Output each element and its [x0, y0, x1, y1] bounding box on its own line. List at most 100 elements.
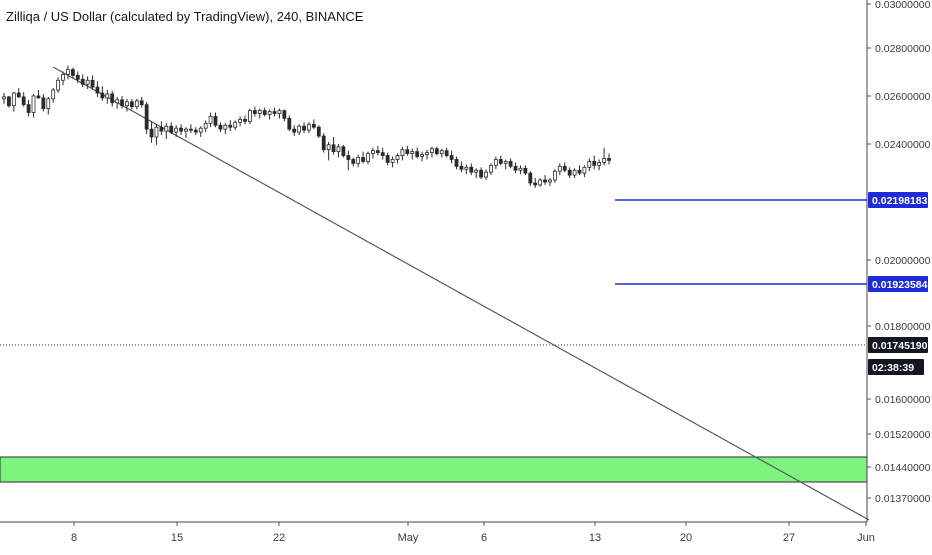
- candle-up: [184, 128, 188, 132]
- candle-up: [115, 99, 120, 104]
- y-tick-label: 0.02400000: [875, 139, 931, 151]
- candle-down: [139, 100, 144, 106]
- candle-up: [439, 150, 444, 155]
- candle-up: [518, 167, 523, 171]
- candle-down: [70, 69, 75, 76]
- candle-down: [498, 159, 503, 164]
- candle-down: [218, 124, 223, 130]
- candle-down: [459, 165, 464, 170]
- candle-up: [46, 98, 51, 110]
- level-price-tag: [868, 192, 928, 208]
- candle-up: [548, 179, 552, 183]
- candle-down: [75, 74, 80, 80]
- level-price-tag: [868, 276, 928, 292]
- candle-down: [405, 149, 410, 155]
- candle-up: [125, 101, 129, 107]
- candle-down: [375, 150, 380, 154]
- candle-down: [193, 129, 198, 133]
- candle-down: [80, 78, 85, 85]
- y-tick-label: 0.01440000: [875, 462, 931, 474]
- candle-down: [567, 169, 572, 176]
- y-tick-label: 0.02600000: [875, 91, 931, 103]
- y-tick-label: 0.01520000: [875, 429, 931, 441]
- candle-down: [513, 165, 518, 171]
- candle-up: [390, 159, 395, 163]
- candle-up: [223, 124, 228, 130]
- candle-up: [85, 79, 90, 85]
- price-tag-label: 02:38:39: [872, 362, 914, 374]
- candle-down: [169, 125, 174, 133]
- candle-down: [262, 110, 267, 115]
- candle-down: [282, 110, 287, 119]
- price-axis: 0.03000000 0.02800000 0.02600000 0.02400000…: [867, 0, 931, 505]
- candle-down: [415, 151, 420, 157]
- y-tick-label: 0.01370000: [875, 493, 931, 505]
- candle-up: [430, 148, 434, 154]
- candle-down: [331, 144, 336, 153]
- candle-down: [16, 92, 21, 98]
- candle-down: [144, 104, 149, 130]
- candle-down: [292, 128, 297, 133]
- candle-up: [203, 122, 208, 129]
- candle-down: [533, 182, 538, 186]
- candle-up: [538, 179, 543, 186]
- candle-down: [41, 97, 46, 110]
- x-tick-label: Jun: [857, 532, 875, 544]
- price-tags: 0.02198183 0.01923584 0.01745190 02:38:39: [868, 192, 928, 375]
- candle-down: [149, 128, 154, 138]
- x-tick-label: 22: [273, 532, 285, 544]
- candle-down: [287, 118, 292, 130]
- candle-up: [489, 164, 493, 173]
- x-tick-label: 8: [71, 532, 77, 544]
- last-price-tag: [868, 337, 928, 353]
- candle-down: [346, 155, 351, 160]
- time-axis: 8 15 22 May 6 13 20 27 Jun: [71, 522, 875, 544]
- x-tick-label: 13: [589, 532, 601, 544]
- candle-down: [508, 161, 513, 167]
- chart-title: Zilliqa / US Dollar (calculated by Tradi…: [6, 9, 364, 24]
- candle-down: [454, 159, 459, 167]
- candle-up: [174, 127, 179, 133]
- candle-up: [11, 92, 16, 107]
- candle-down: [479, 169, 484, 178]
- candle-down: [577, 169, 582, 174]
- candle-up: [366, 153, 370, 162]
- candle-down: [444, 150, 449, 156]
- candle-up: [587, 161, 592, 168]
- candle-up: [410, 151, 415, 155]
- candle-down: [341, 146, 346, 156]
- candle-up: [336, 146, 341, 153]
- candle-down: [252, 110, 257, 114]
- candle-up: [464, 166, 469, 170]
- candle-down: [189, 128, 193, 131]
- candle-down: [543, 179, 547, 183]
- y-tick-label: 0.03000000: [875, 0, 931, 11]
- candle-up: [238, 118, 242, 123]
- candle-down: [380, 152, 385, 156]
- candle-up: [66, 69, 70, 75]
- price-tag-label: 0.01745190: [872, 340, 928, 352]
- candle-up: [420, 154, 424, 157]
- candle-down: [243, 118, 247, 122]
- candle-up: [61, 74, 65, 81]
- candle-up: [484, 171, 488, 178]
- price-tag-label: 0.01923584: [872, 279, 928, 291]
- trendline: [52, 66, 870, 521]
- candle-up: [356, 157, 361, 164]
- candle-down: [179, 127, 183, 132]
- candle-down: [316, 126, 321, 137]
- y-tick-label: 0.02800000: [875, 43, 931, 55]
- x-tick-label: 15: [171, 532, 183, 544]
- candle-down: [607, 158, 611, 161]
- candle-down: [228, 124, 233, 128]
- candle-up: [51, 89, 56, 100]
- candle-up: [572, 169, 577, 176]
- candle-up: [371, 150, 375, 155]
- candle-down: [523, 167, 528, 174]
- candle-down: [361, 157, 365, 162]
- y-tick-label: 0.01800000: [875, 321, 931, 333]
- candle-up: [493, 159, 498, 166]
- candles-group: [2, 65, 611, 188]
- candle-up: [248, 110, 252, 122]
